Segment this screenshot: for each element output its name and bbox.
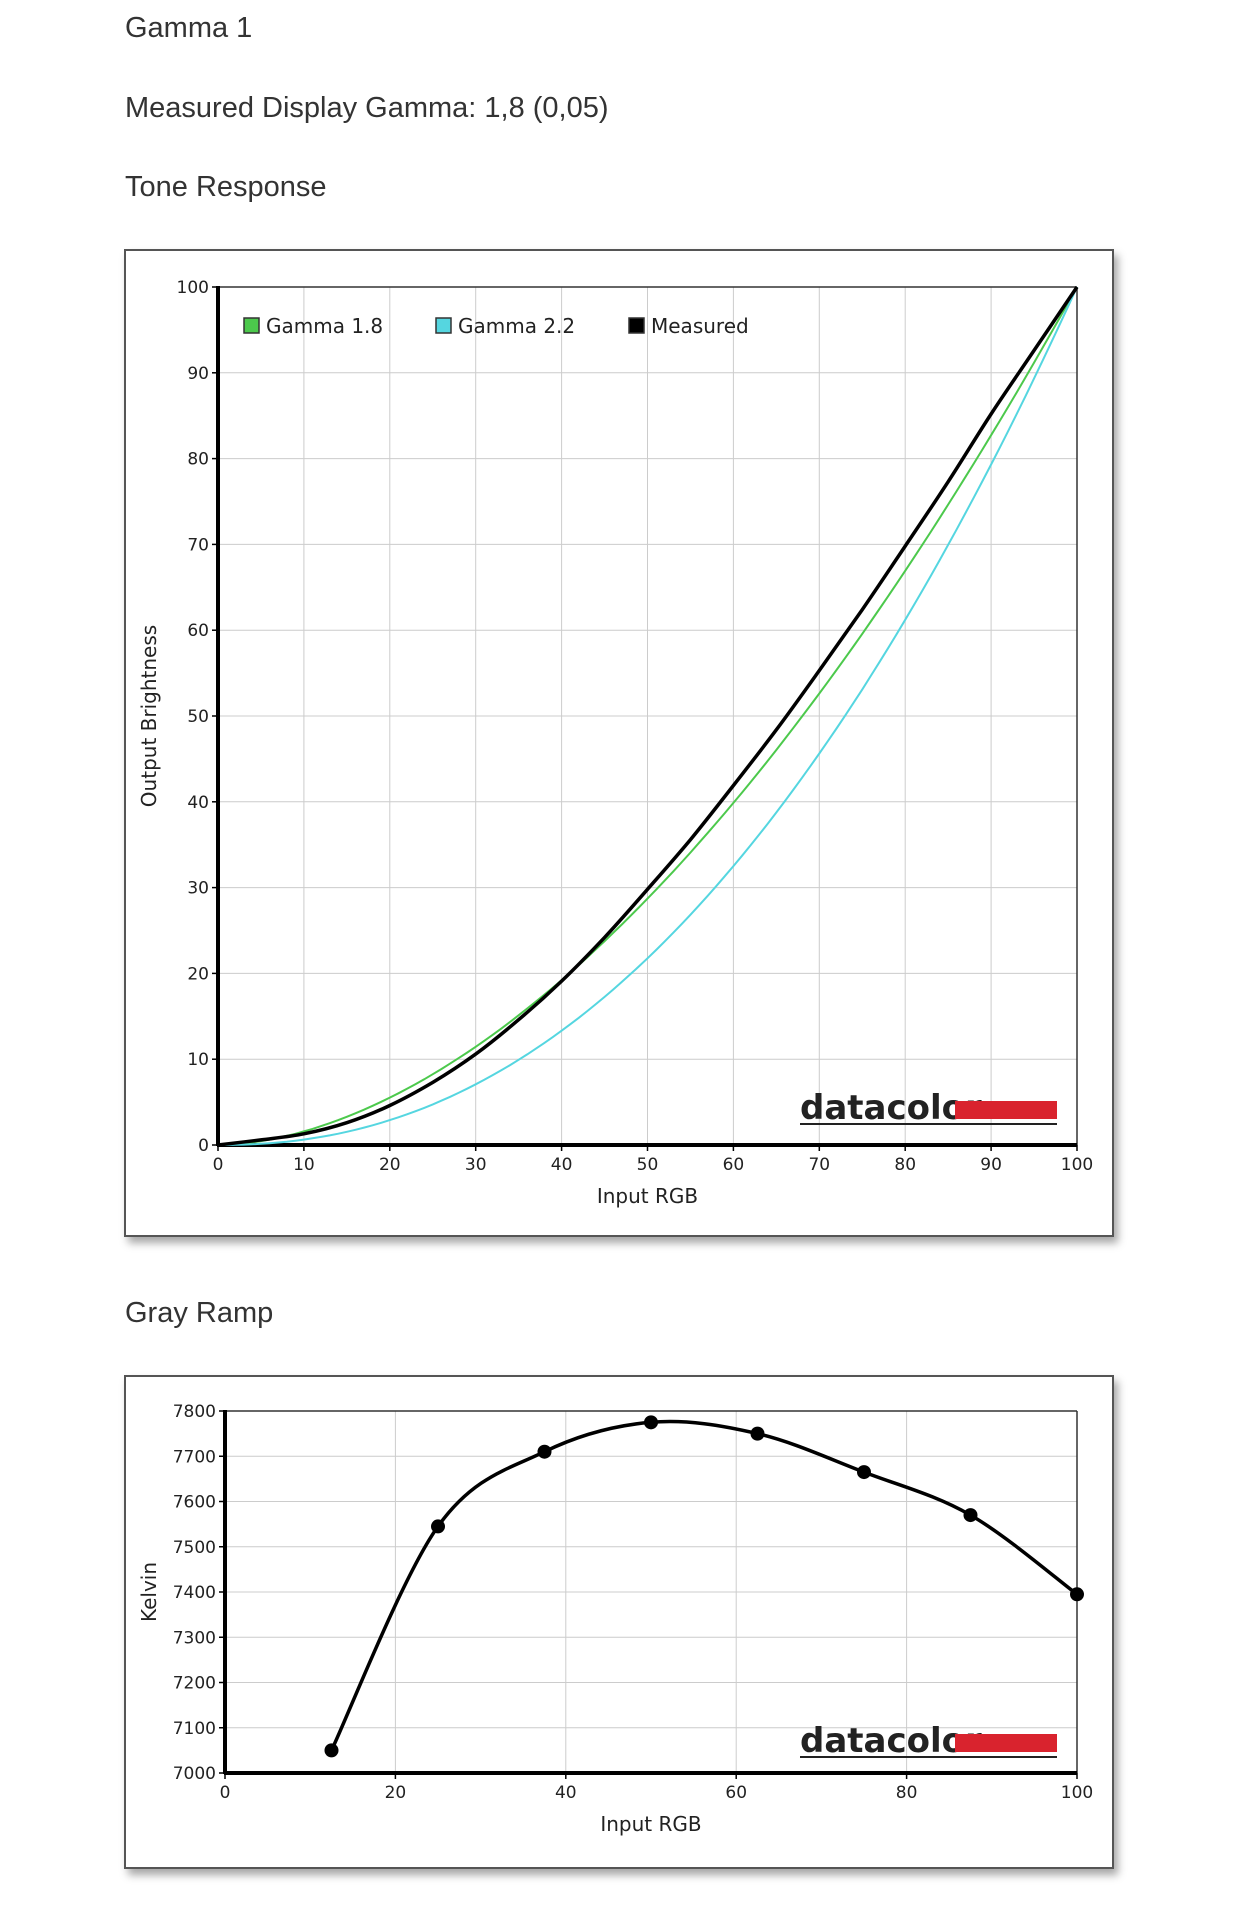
- x-tick-label: 40: [555, 1783, 577, 1803]
- x-axis-title: Input RGB: [597, 1184, 698, 1208]
- x-tick-label: 100: [1061, 1155, 1093, 1175]
- y-tick-label: 10: [187, 1050, 209, 1070]
- y-axis-title: Kelvin: [137, 1562, 161, 1622]
- datacolor-logo-bar: [955, 1101, 1057, 1119]
- y-tick-label: 7400: [173, 1583, 216, 1603]
- x-tick-label: 60: [723, 1155, 745, 1175]
- y-tick-label: 7600: [173, 1493, 216, 1513]
- data-point: [644, 1415, 658, 1430]
- x-tick-label: 40: [551, 1155, 573, 1175]
- series-line-measured: [217, 286, 1079, 1147]
- y-tick-label: 20: [187, 964, 209, 984]
- y-tick-label: 100: [177, 278, 209, 298]
- tone-response-chart: 0 10 20 30 40 50 60 70 80 90 100 0 10 20 30 40 50 60 70 80 9…: [137, 278, 1093, 1208]
- y-axis-title: Output Brightness: [137, 625, 161, 807]
- data-point: [324, 1743, 339, 1758]
- y-tick-label: 7500: [173, 1538, 216, 1558]
- x-tick-label: 70: [808, 1155, 830, 1175]
- y-tick-label: 40: [187, 793, 209, 813]
- x-tick-label: 30: [465, 1155, 487, 1175]
- measured-gamma-label: Measured Display Gamma: 1,8 (0,05): [125, 92, 609, 124]
- x-axis-title: Input RGB: [600, 1812, 701, 1836]
- legend-label: Gamma 2.2: [458, 314, 575, 338]
- datacolor-logo-bar: [955, 1734, 1057, 1752]
- data-point: [963, 1508, 978, 1523]
- y-tick-label: 7700: [173, 1447, 216, 1467]
- y-tick-label: 90: [187, 364, 209, 384]
- tone-response-heading: Tone Response: [125, 171, 327, 203]
- y-tick-label: 60: [187, 621, 209, 641]
- y-tick-label: 70: [187, 535, 209, 555]
- legend-swatch: [435, 317, 452, 334]
- legend-label: Measured: [651, 314, 749, 338]
- data-point: [431, 1519, 445, 1534]
- x-tick-label: 80: [894, 1155, 916, 1175]
- y-tick-label: 30: [187, 879, 209, 899]
- x-tick-label: 50: [637, 1155, 659, 1175]
- y-tick-label: 7000: [173, 1764, 216, 1784]
- data-point: [857, 1465, 871, 1480]
- data-point: [1070, 1587, 1084, 1602]
- y-tick-label: 50: [187, 707, 209, 727]
- x-tick-label: 20: [379, 1155, 401, 1175]
- x-tick-label: 0: [213, 1155, 224, 1175]
- series-line-gamma-1-8: [217, 286, 1078, 1146]
- y-tick-label: 7100: [173, 1719, 216, 1739]
- page-title: Gamma 1: [125, 12, 253, 44]
- y-tick-label: 0: [198, 1136, 209, 1156]
- gray-ramp-chart: 0 20 40 60 80 100 7000 7100 7200 7300 7400 7500 7600…: [137, 1402, 1093, 1836]
- x-tick-label: 80: [896, 1783, 918, 1803]
- series-line-kelvin: [329, 1419, 1079, 1752]
- legend-label: Gamma 1.8: [266, 314, 383, 338]
- tone-response-panel: 0 10 20 30 40 50 60 70 80 90 100 0 10 20 30 40 50 60 70 80 9…: [124, 249, 1114, 1237]
- y-tick-label: 7300: [173, 1628, 216, 1648]
- data-point: [750, 1426, 765, 1441]
- y-tick-label: 7800: [173, 1402, 216, 1422]
- x-tick-label: 60: [725, 1783, 747, 1803]
- datacolor-logo: datacolor: [800, 1721, 982, 1761]
- gray-ramp-panel: 0 20 40 60 80 100 7000 7100 7200 7300 7400 7500 7600…: [124, 1375, 1114, 1869]
- data-point: [537, 1444, 552, 1459]
- x-tick-label: 90: [980, 1155, 1002, 1175]
- x-tick-label: 10: [293, 1155, 315, 1175]
- x-tick-label: 20: [385, 1783, 407, 1803]
- y-tick-label: 7200: [173, 1674, 216, 1694]
- x-tick-label: 100: [1061, 1783, 1093, 1803]
- gray-ramp-heading: Gray Ramp: [125, 1297, 274, 1329]
- datacolor-logo: datacolor: [800, 1088, 982, 1128]
- x-tick-label: 0: [220, 1783, 231, 1803]
- series-line-gamma-2-2: [218, 286, 1078, 1146]
- legend-swatch: [628, 317, 645, 334]
- y-tick-label: 80: [187, 450, 209, 470]
- legend-swatch: [243, 317, 260, 334]
